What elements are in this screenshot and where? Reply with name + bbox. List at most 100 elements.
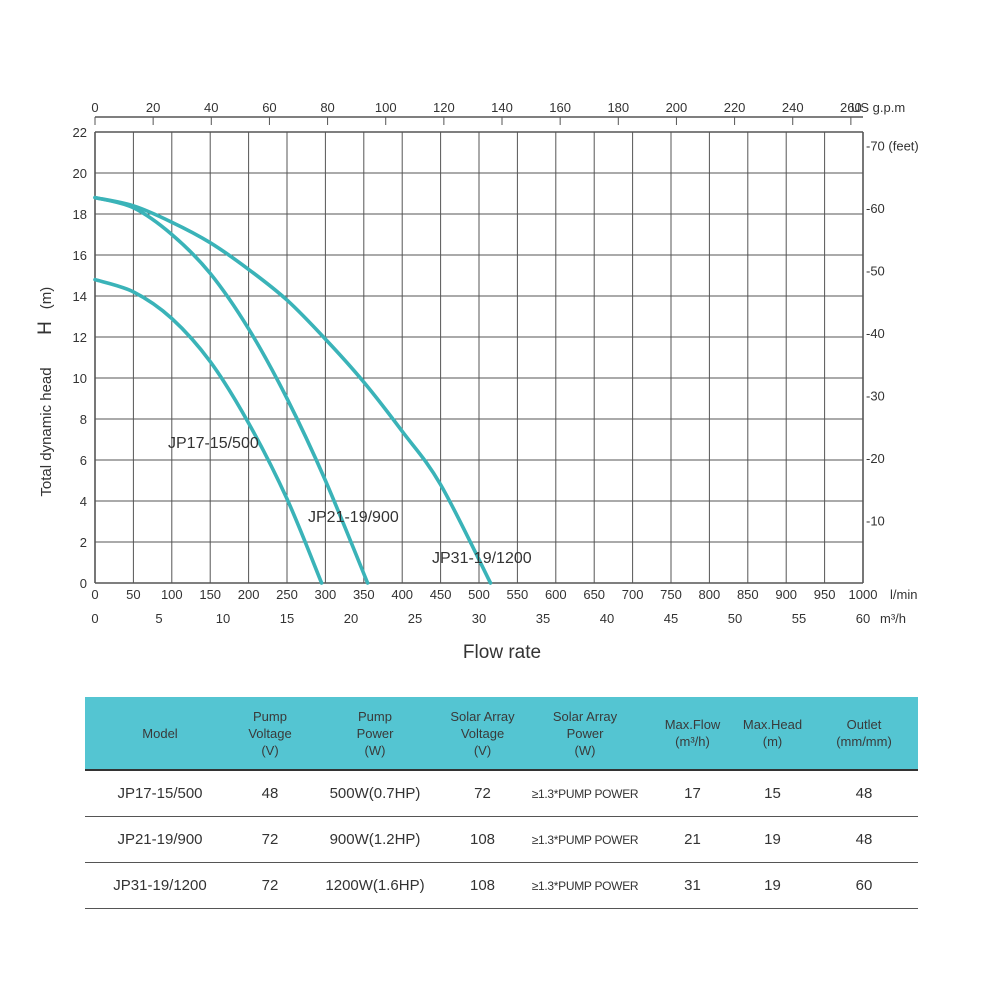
series-line-jp21-19-900 <box>93 195 370 585</box>
y-tick-label: 0 <box>80 576 87 591</box>
header-line: Solar Array <box>450 708 515 724</box>
top-tick-label-gpm: 200 <box>666 100 688 115</box>
table-cell: 108 <box>445 816 520 863</box>
pump-spec-table: Model Pump Voltage (V) Pump Power (W) Solar Arr… <box>85 697 918 909</box>
table-header: Model Pump Voltage (V) Pump Power (W) Solar Arr… <box>85 697 918 770</box>
y-tick-label: 14 <box>73 289 87 304</box>
table-row: JP21-19/900 72 900W(1.2HP) 108 ≥1.3*PUMP POW… <box>85 816 918 863</box>
series-label: JP31-19/1200 <box>432 550 532 567</box>
header-line: Power <box>356 725 394 741</box>
x-tick-label-m3h: 30 <box>472 611 486 626</box>
y-tick-label: 2 <box>80 535 87 550</box>
x-tick-label-lmin: 150 <box>199 587 221 602</box>
y-tick-label: 22 <box>73 125 87 140</box>
table-cell: ≥1.3*PUMP POWER <box>520 862 650 909</box>
x-tick-label-lmin: 800 <box>699 587 721 602</box>
x-tick-label-m3h: 40 <box>600 611 614 626</box>
top-tick-label-gpm: 180 <box>607 100 629 115</box>
series-label: JP21-19/900 <box>308 509 399 526</box>
header-line: (V) <box>473 742 492 758</box>
table-cell: 17 <box>650 770 735 817</box>
top-tick-label-gpm: 100 <box>375 100 397 115</box>
y-tick-label: 4 <box>80 494 87 509</box>
x-tick-label-m3h: 0 <box>91 611 98 626</box>
y-tick-label: 12 <box>73 330 87 345</box>
table-header-cell: Max.Head (m) <box>735 697 810 770</box>
right-tick-label-feet: -50 <box>866 264 885 279</box>
right-tick-label-feet: -30 <box>866 389 885 404</box>
top-tick-label-gpm: 80 <box>320 100 334 115</box>
right-tick-label-feet: -40 <box>866 326 885 341</box>
x-tick-label-lmin: 200 <box>238 587 260 602</box>
table-cell: 900W(1.2HP) <box>305 816 445 863</box>
top-tick-label-gpm: 140 <box>491 100 513 115</box>
header-line: Pump <box>358 708 392 724</box>
table-cell: 72 <box>235 862 305 909</box>
top-tick-label-gpm: 260 <box>840 100 862 115</box>
x-tick-label-lmin: 350 <box>353 587 375 602</box>
top-unit: US g.p.m <box>851 100 905 115</box>
header-line: (W) <box>574 742 596 758</box>
x-tick-label-m3h: 60 <box>856 611 870 626</box>
header-line: Voltage <box>248 725 292 741</box>
x-axis-label: Flow rate <box>463 642 541 663</box>
x-tick-label-lmin: 400 <box>391 587 413 602</box>
series-layer: JP17-15/500 JP21-19/900 JP31-19/1200 <box>93 195 532 585</box>
table-cell: 60 <box>810 862 918 909</box>
x-tick-label-lmin: 700 <box>622 587 644 602</box>
top-tick-label-gpm: 160 <box>549 100 571 115</box>
header-line: Power <box>566 725 604 741</box>
table-cell: 48 <box>810 816 918 863</box>
header-line: (mm/mm) <box>836 734 892 749</box>
header-line: Voltage <box>460 725 505 741</box>
x-tick-label-lmin: 650 <box>583 587 605 602</box>
x-tick-label-lmin: 0 <box>91 587 98 602</box>
table-header-cell: Pump Voltage (V) <box>235 697 305 770</box>
table-cell: 21 <box>650 816 735 863</box>
x-tick-label-lmin: 950 <box>814 587 836 602</box>
x-tick-label-lmin: 550 <box>507 587 529 602</box>
x-tick-label-m3h: 5 <box>155 611 162 626</box>
x-tick-label-m3h: 10 <box>216 611 230 626</box>
x-tick-label-lmin: 850 <box>737 587 759 602</box>
chart-grid <box>94 131 864 584</box>
y-axis-symbol: H <box>35 321 56 335</box>
table-header-cell: Max.Flow (m³/h) <box>650 697 735 770</box>
x-tick-label-m3h: 45 <box>664 611 678 626</box>
y-tick-label: 10 <box>73 371 87 386</box>
x-tick-label-lmin: 100 <box>161 587 183 602</box>
table-cell: 108 <box>445 862 520 909</box>
table-header-cell: Model <box>85 697 235 770</box>
table-cell: ≥1.3*PUMP POWER <box>520 816 650 863</box>
x-tick-label-lmin: 300 <box>315 587 337 602</box>
table-header-cell: Pump Power (W) <box>305 697 445 770</box>
x-tick-label-m3h: 50 <box>728 611 742 626</box>
x-tick-label-lmin: 450 <box>430 587 452 602</box>
table-cell: 15 <box>735 770 810 817</box>
header-line: (m) <box>762 734 783 749</box>
table-cell: 1200W(1.6HP) <box>305 862 445 909</box>
top-tick-label-gpm: 220 <box>724 100 746 115</box>
table-cell: JP21-19/900 <box>85 816 235 863</box>
table-cell: 31 <box>650 862 735 909</box>
x-tick-label-lmin: 500 <box>468 587 490 602</box>
x-tick-label-lmin: 50 <box>126 587 140 602</box>
right-tick-label-feet: -70 (feet) <box>866 139 919 154</box>
right-tick-label-feet: -20 <box>866 451 885 466</box>
header-line: Model <box>142 725 178 741</box>
table-header-cell: Outlet (mm/mm) <box>810 697 918 770</box>
x-tick-label-m3h: 25 <box>408 611 422 626</box>
x-tick-label-m3h: 20 <box>344 611 358 626</box>
top-tick-label-gpm: 0 <box>91 100 98 115</box>
header-line: Max.Head <box>742 717 803 732</box>
table-cell: 48 <box>810 770 918 817</box>
x-tick-label-lmin: 600 <box>545 587 567 602</box>
header-line: (V) <box>261 742 279 758</box>
y-axis-unit: (m) <box>38 287 55 310</box>
header-line: Pump <box>253 708 287 724</box>
series-label: JP17-15/500 <box>168 435 259 452</box>
x-tick-label-lmin: 250 <box>276 587 298 602</box>
x-tick-label-lmin: 900 <box>775 587 797 602</box>
header-line: Max.Flow <box>664 717 721 732</box>
